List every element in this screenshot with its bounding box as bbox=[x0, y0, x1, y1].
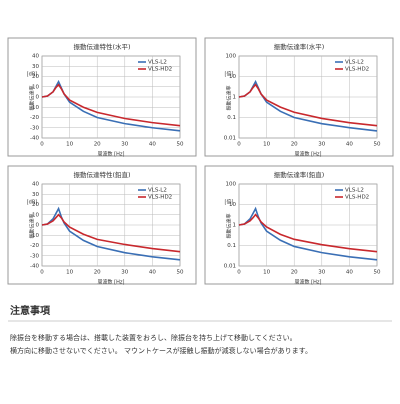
legend-label: VLS-HD2 bbox=[148, 67, 172, 73]
y-label: 振動伝達率 bbox=[226, 85, 233, 110]
y-tick-label: 100 bbox=[226, 54, 237, 60]
x-tick-label: 0 bbox=[40, 270, 44, 276]
notes-title: 注意事項 bbox=[10, 304, 51, 317]
y-tick-label: 0.01 bbox=[224, 136, 236, 142]
x-tick-label: 40 bbox=[346, 270, 353, 276]
x-tick-label: 40 bbox=[149, 142, 156, 148]
x-label: 周波数 [Hz] bbox=[295, 151, 322, 158]
series-line bbox=[41, 213, 181, 253]
chart-title: 振動伝達特性(水平) bbox=[73, 42, 130, 51]
y-tick-label: 10 bbox=[32, 84, 39, 90]
y-tick-label: -30 bbox=[30, 253, 39, 259]
x-tick-label: 10 bbox=[263, 142, 270, 148]
y-tick-label: 0 bbox=[36, 223, 40, 229]
y-tick-label: 1 bbox=[233, 95, 237, 101]
y-tick-label: 0.1 bbox=[227, 243, 236, 249]
x-tick-label: 0 bbox=[237, 142, 241, 148]
y-tick-label: 0.1 bbox=[227, 115, 236, 121]
y-tick-label: 10 bbox=[229, 202, 236, 208]
x-tick-label: 20 bbox=[94, 270, 101, 276]
x-tick-label: 40 bbox=[346, 142, 353, 148]
y-label: 振動伝達率 bbox=[29, 213, 36, 238]
chart-title: 振動伝達率(鉛直) bbox=[274, 170, 325, 179]
y-tick-label: 30 bbox=[32, 64, 39, 70]
y-label: 振動伝達率 bbox=[226, 213, 233, 238]
x-tick-label: 10 bbox=[66, 142, 73, 148]
y-tick-label: 40 bbox=[32, 182, 39, 188]
x-tick-label: 20 bbox=[291, 270, 298, 276]
series-line bbox=[238, 83, 378, 127]
chart-title: 振動伝達特性(鉛直) bbox=[73, 170, 130, 179]
y-tick-label: -10 bbox=[30, 105, 39, 111]
x-tick-label: 50 bbox=[177, 270, 184, 276]
y-tick-label: 10 bbox=[229, 74, 236, 80]
y-tick-label: -40 bbox=[30, 136, 39, 142]
series-line bbox=[41, 83, 181, 127]
y-unit: [倍] bbox=[225, 71, 234, 78]
legend-label: VLS-L2 bbox=[345, 188, 364, 194]
x-tick-label: 20 bbox=[94, 142, 101, 148]
x-tick-label: 30 bbox=[121, 270, 128, 276]
y-tick-label: 100 bbox=[226, 182, 237, 188]
y-tick-label: 10 bbox=[32, 212, 39, 218]
y-tick-label: -30 bbox=[30, 125, 39, 131]
y-tick-label: 0.01 bbox=[224, 264, 236, 270]
legend-label: VLS-L2 bbox=[148, 188, 167, 194]
x-tick-label: 0 bbox=[40, 142, 44, 148]
y-unit: [倍] bbox=[225, 199, 234, 206]
y-tick-label: 20 bbox=[32, 74, 39, 80]
x-tick-label: 30 bbox=[318, 142, 325, 148]
y-unit: [dB] bbox=[27, 200, 38, 206]
x-label: 周波数 [Hz] bbox=[98, 279, 125, 286]
y-tick-label: 30 bbox=[32, 192, 39, 198]
x-tick-label: 10 bbox=[263, 270, 270, 276]
y-tick-label: 20 bbox=[32, 202, 39, 208]
x-tick-label: 10 bbox=[66, 270, 73, 276]
x-tick-label: 50 bbox=[374, 142, 381, 148]
x-tick-label: 50 bbox=[177, 142, 184, 148]
y-tick-label: -10 bbox=[30, 233, 39, 239]
y-tick-label: 1 bbox=[233, 223, 237, 229]
y-tick-label: -20 bbox=[30, 243, 39, 249]
legend-label: VLS-HD2 bbox=[345, 67, 369, 73]
y-tick-label: 40 bbox=[32, 54, 39, 60]
y-tick-label: -40 bbox=[30, 264, 39, 270]
x-tick-label: 0 bbox=[237, 270, 241, 276]
note-line: 横方向に移動させないでください。 マウントケースが接触し振動が減衰しない場合があ… bbox=[10, 346, 312, 355]
x-tick-label: 40 bbox=[149, 270, 156, 276]
y-label: 振動伝達率 bbox=[29, 85, 36, 110]
legend-label: VLS-HD2 bbox=[148, 195, 172, 201]
legend-label: VLS-HD2 bbox=[345, 195, 369, 201]
x-tick-label: 30 bbox=[121, 142, 128, 148]
series-line bbox=[238, 213, 378, 253]
chart-title: 振動伝達率(水平) bbox=[274, 42, 325, 51]
legend-label: VLS-L2 bbox=[148, 60, 167, 66]
legend-label: VLS-L2 bbox=[345, 60, 364, 66]
y-tick-label: -20 bbox=[30, 115, 39, 121]
x-tick-label: 20 bbox=[291, 142, 298, 148]
x-label: 周波数 [Hz] bbox=[295, 279, 322, 286]
y-tick-label: 0 bbox=[36, 95, 40, 101]
x-tick-label: 30 bbox=[318, 270, 325, 276]
x-tick-label: 50 bbox=[374, 270, 381, 276]
y-unit: [dB] bbox=[27, 72, 38, 78]
x-label: 周波数 [Hz] bbox=[98, 151, 125, 158]
note-line: 除振台を移動する場合は、搭載した装置をおろし、除振台を持ち上げて移動してください… bbox=[10, 333, 297, 342]
